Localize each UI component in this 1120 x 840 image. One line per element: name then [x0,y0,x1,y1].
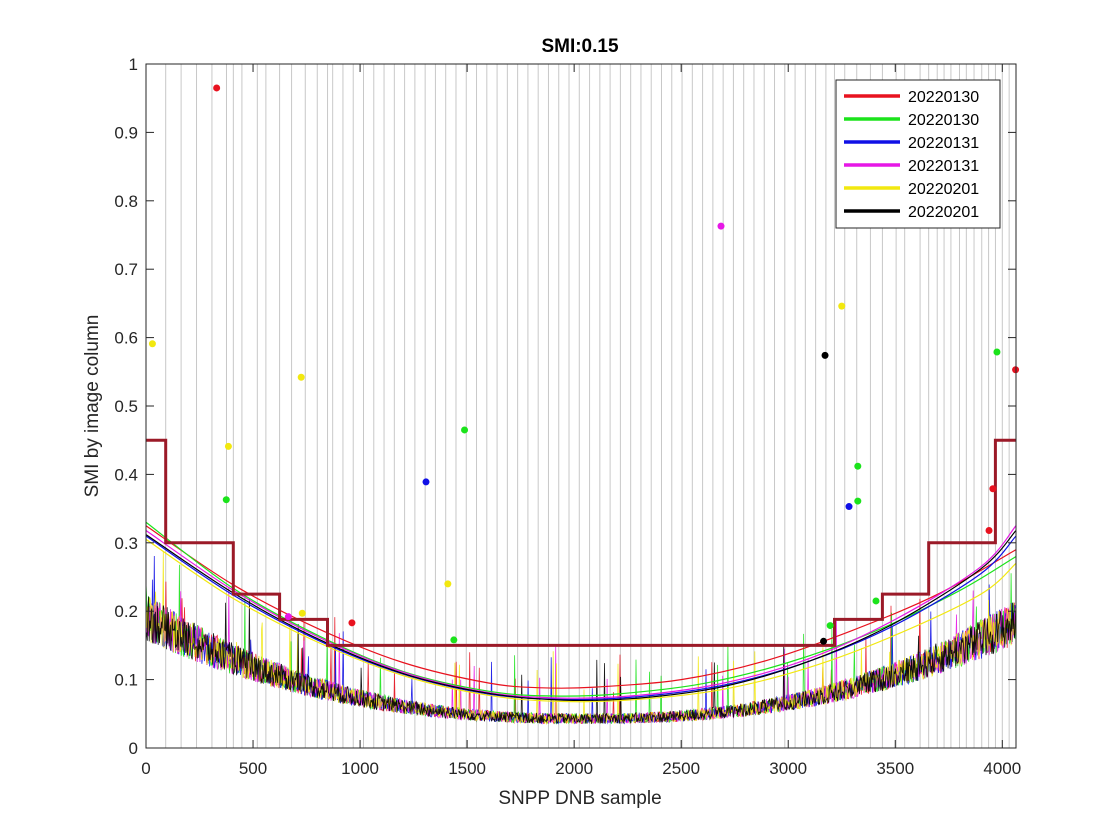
x-tick-label: 3000 [769,759,807,778]
legend-box [835,79,1001,229]
y-tick-label: 0.5 [114,397,138,416]
outlier-point [989,485,997,493]
outlier-point [461,426,469,434]
outlier-point [444,580,452,588]
outlier-point [148,340,156,348]
y-tick-label: 0.7 [114,260,138,279]
outlier-point [821,351,829,359]
x-axis-title: SNPP DNB sample [498,788,661,809]
threshold-step-line [146,438,1016,647]
fit-curve [145,525,1017,699]
raw-smi-traces [145,551,1016,726]
fit-curve [145,521,1017,697]
legend-label: 20220130 [908,112,979,129]
fit-curve [145,530,1017,702]
outlier-point [717,222,725,230]
raw-trace-000000 [145,596,1016,724]
outlier-point [985,526,993,534]
x-tick-label: 1000 [341,759,379,778]
y-tick-label: 0.4 [114,465,138,484]
legend-label: 20220201 [908,181,979,198]
outlier-point [213,84,221,92]
y-tick-label: 0.1 [114,671,138,690]
y-tick-label: 0.2 [114,602,138,621]
x-tick-label: 3500 [876,759,914,778]
fit-curve [145,535,1017,701]
outlier-point [298,609,306,617]
outlier-point [297,373,305,381]
zone-boundary-lines [165,64,1010,748]
y-tick-label: 0.9 [114,123,138,142]
outlier-point [224,442,232,450]
x-tick-label: 500 [239,759,267,778]
x-tick-label: 0 [141,759,150,778]
outlier-point [854,497,862,505]
legend-label: 20220130 [908,89,979,106]
outlier-point [284,613,292,621]
legend-label: 20220131 [908,158,979,175]
y-tick-label: 0 [129,739,138,758]
outlier-point [838,302,846,310]
tick-marks: 0 500 1000 1500 2000 2500 3000 3500 4000 0 0.1 0.2 0… [114,55,1021,778]
fit-curve [145,538,1017,703]
outlier-point [820,637,828,645]
outlier-point [422,478,430,486]
outlier-point [854,462,862,470]
x-tick-label: 2500 [662,759,700,778]
outlier-markers [148,84,1020,645]
outlier-point [845,503,853,511]
chart-title: SMI:0.15 [541,36,619,57]
y-tick-label: 0.8 [114,192,138,211]
x-tick-label: 2000 [555,759,593,778]
outlier-point [222,496,230,504]
outlier-point [993,348,1001,356]
y-axis-title: SMI by image column [82,315,103,498]
y-tick-label: 1 [129,55,138,74]
x-tick-label: 1500 [448,759,486,778]
y-tick-label: 0.3 [114,534,138,553]
legend-label: 20220131 [908,135,979,152]
legend: 20220130 20220130 20220131 20220131 20220201… [835,79,1001,229]
outlier-point [348,619,356,627]
outlier-point [450,636,458,644]
x-tick-label: 4000 [983,759,1021,778]
outlier-point [826,622,834,630]
legend-label: 20220201 [908,204,979,221]
y-tick-label: 0.6 [114,329,138,348]
outlier-point [872,597,880,605]
